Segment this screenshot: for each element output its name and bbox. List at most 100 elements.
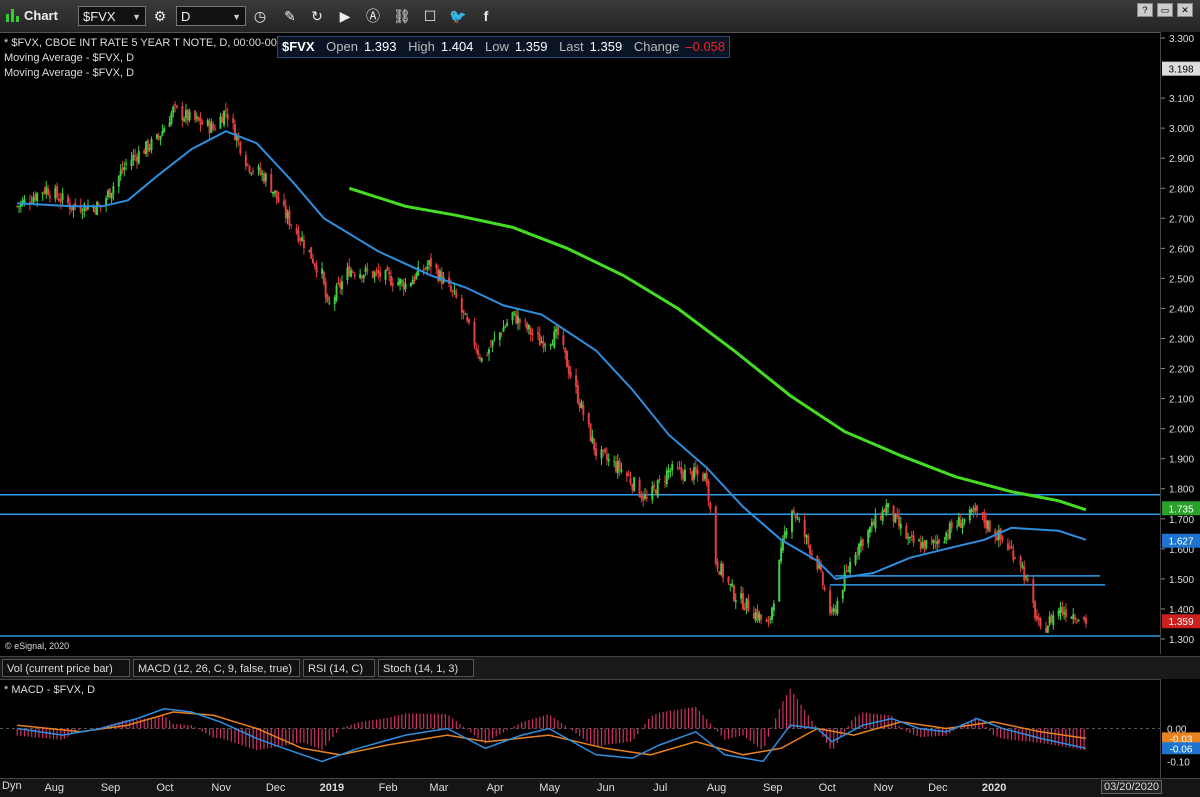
candle [70, 206, 73, 213]
symbol-input[interactable]: $FVX ▼ [78, 6, 146, 26]
candle [553, 325, 556, 349]
candle [184, 104, 187, 124]
candle [346, 262, 349, 285]
price-axis[interactable]: 3.300 3.100 3.000 2.900 2.800 2.700 2.600 2.500… [1160, 32, 1200, 654]
candle [600, 445, 603, 466]
candle [999, 527, 1002, 546]
candle [849, 557, 852, 576]
candle [328, 296, 331, 306]
close-icon[interactable]: ✕ [1177, 3, 1193, 17]
help-icon[interactable]: ? [1137, 3, 1153, 17]
minimize-icon[interactable]: ▭ [1157, 3, 1173, 17]
candle [223, 110, 226, 128]
tab-volume[interactable]: Vol (current price bar) [2, 659, 130, 677]
candle [818, 558, 821, 570]
candle [460, 294, 463, 320]
candle [515, 307, 518, 325]
macd-histogram [16, 688, 1085, 751]
candle [417, 260, 420, 277]
pencil-icon[interactable]: ✎ [284, 8, 296, 24]
y-tick-label: 3.300 [1169, 34, 1194, 45]
candle [997, 524, 1000, 548]
candle [83, 202, 86, 218]
candle [671, 460, 674, 476]
candle [310, 247, 313, 259]
candle [604, 447, 607, 455]
macd-chart[interactable] [0, 679, 1160, 778]
candle [665, 467, 668, 488]
x-tick-label: Oct [156, 782, 174, 794]
candle [981, 511, 984, 521]
tab-macd[interactable]: MACD (12, 26, C, 9, false, true) [133, 659, 300, 677]
candle [475, 342, 478, 354]
candle [45, 181, 48, 199]
chevron-down-icon[interactable]: ▼ [232, 12, 241, 22]
clock-icon[interactable]: ◷ [253, 8, 267, 24]
candle [262, 170, 265, 185]
candle [252, 167, 255, 176]
link-icon[interactable]: ⛓ [393, 8, 411, 24]
gear-icon[interactable]: ⚙ [153, 8, 167, 24]
signal-line [17, 711, 1087, 756]
candle [386, 265, 389, 272]
play-icon[interactable]: ▶ [339, 8, 351, 24]
comment-icon[interactable]: ☐ [423, 8, 437, 24]
candle [493, 331, 496, 342]
candle [237, 132, 240, 146]
candle [264, 172, 267, 187]
date-axis[interactable]: Aug Sep Oct Nov Dec 2019 Feb Mar Apr May Jun Jul Aug… [0, 778, 1200, 797]
x-tick-label: Sep [100, 782, 121, 794]
twitter-icon[interactable]: 🐦 [449, 8, 467, 24]
x-tick-label: Dec [265, 782, 286, 794]
candle [620, 462, 623, 474]
last-label: Last [559, 39, 584, 54]
candle [691, 470, 694, 483]
candle [943, 536, 946, 544]
candle [702, 471, 705, 482]
candle [175, 105, 178, 109]
candle [413, 274, 416, 285]
candle [246, 163, 249, 167]
candle [908, 536, 911, 544]
macd-axis[interactable]: 0.00 -0.10 -0.03-0.06 [1160, 679, 1200, 778]
candle [112, 182, 115, 201]
candle [506, 318, 509, 327]
candle [950, 519, 953, 533]
candle [696, 464, 699, 482]
candle [885, 498, 888, 517]
candle [963, 518, 966, 526]
interval-select[interactable]: D ▼ [176, 6, 246, 26]
candle [1021, 561, 1024, 570]
candle [778, 559, 781, 602]
quote-info-box: $FVX Open 1.393 High 1.404 Low 1.359 Last 1.… [277, 36, 731, 58]
chevron-down-icon[interactable]: ▼ [132, 12, 141, 22]
candle [16, 205, 19, 209]
tab-rsi[interactable]: RSI (14, C) [303, 659, 375, 677]
dyn-button[interactable]: Dyn [2, 780, 22, 792]
candle [907, 532, 910, 545]
facebook-icon[interactable]: f [483, 8, 489, 24]
candle [562, 328, 565, 350]
candle [859, 536, 862, 553]
candle [59, 192, 62, 210]
candle [105, 195, 108, 213]
alert-icon[interactable]: Ⓐ [366, 8, 380, 24]
y-tick-label: 2.600 [1169, 244, 1194, 255]
candle [731, 579, 734, 588]
change-value: –0.058 [685, 39, 726, 54]
candle [468, 318, 471, 326]
candle [491, 340, 494, 353]
candle [290, 223, 293, 229]
candle [48, 190, 51, 203]
candle [765, 617, 768, 622]
candle [745, 598, 748, 615]
candle [756, 604, 759, 623]
candles [16, 101, 1087, 634]
candle [798, 516, 801, 523]
refresh-icon[interactable]: ↻ [311, 8, 323, 24]
price-chart[interactable] [0, 32, 1160, 654]
x-tick-label: Oct [818, 782, 836, 794]
candle [208, 118, 211, 141]
candle [722, 561, 725, 583]
tab-stoch[interactable]: Stoch (14, 1, 3) [378, 659, 474, 677]
